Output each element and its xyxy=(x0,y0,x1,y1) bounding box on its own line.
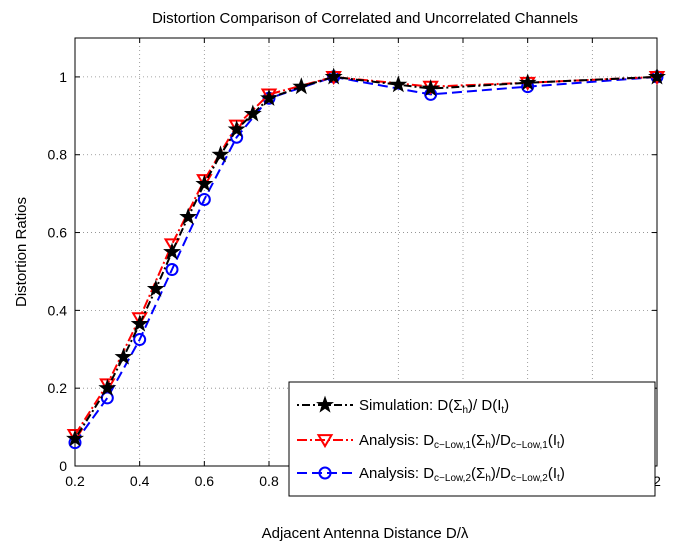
data-point xyxy=(165,263,179,277)
chart-title: Distortion Comparison of Correlated and … xyxy=(152,10,578,27)
data-point xyxy=(66,429,84,447)
x-tick-label: 0.4 xyxy=(130,473,150,489)
data-point xyxy=(195,174,214,192)
legend-marker xyxy=(316,395,334,413)
series-line xyxy=(74,75,658,440)
data-point xyxy=(114,347,133,365)
data-point xyxy=(133,333,147,347)
data-point xyxy=(421,79,440,97)
x-tick-label: 0.6 xyxy=(195,473,215,489)
data-point xyxy=(389,75,408,93)
data-point xyxy=(292,77,311,95)
x-tick-label: 2 xyxy=(653,473,661,489)
x-axis-label: Adjacent Antenna Distance D/λ xyxy=(262,525,469,542)
y-tick-label: 0.2 xyxy=(48,380,68,396)
legend-label: Analysis: Dc−Low,2(Σh)/Dc−Low,2(It) xyxy=(359,465,565,484)
data-point xyxy=(243,104,262,122)
data-point xyxy=(260,88,278,106)
data-point xyxy=(98,378,117,396)
data-point xyxy=(648,67,666,85)
legend: Simulation: D(Σh)/ D(It) Analysis: Dc−Low… xyxy=(288,381,656,497)
data-point xyxy=(179,207,198,225)
legend-label: Simulation: D(Σh)/ D(It) xyxy=(359,397,509,416)
data-point xyxy=(163,242,181,260)
series-line xyxy=(74,75,658,444)
legend-marker xyxy=(318,466,332,480)
legend-label: Analysis: Dc−Low,1(Σh)/Dc−Low,1(It) xyxy=(359,432,565,451)
legend-entry: Simulation: D(Σh)/ D(It) xyxy=(297,395,509,416)
series-layer xyxy=(66,67,666,450)
legend-entry: Analysis: Dc−Low,1(Σh)/Dc−Low,1(It) xyxy=(297,432,565,451)
data-point xyxy=(324,67,343,85)
data-point xyxy=(197,192,211,206)
data-point xyxy=(211,145,230,163)
x-tick-label: 0.2 xyxy=(65,473,85,489)
data-point xyxy=(130,314,149,332)
legend-box xyxy=(288,381,656,497)
y-tick-label: 0 xyxy=(59,458,67,474)
y-tick-label: 0.8 xyxy=(48,147,68,163)
y-tick-label: 0.6 xyxy=(48,225,68,241)
legend-marker xyxy=(316,434,334,449)
series-0 xyxy=(66,67,666,447)
y-tick-label: 0.4 xyxy=(48,302,68,318)
legend-entry: Analysis: Dc−Low,2(Σh)/Dc−Low,2(It) xyxy=(297,465,565,484)
x-tick-label: 0.8 xyxy=(259,473,279,489)
data-point xyxy=(518,73,537,91)
data-point xyxy=(227,120,246,138)
y-tick-label: 1 xyxy=(59,69,67,85)
data-point xyxy=(146,279,165,297)
y-axis-label: Distortion Ratios xyxy=(13,197,30,307)
